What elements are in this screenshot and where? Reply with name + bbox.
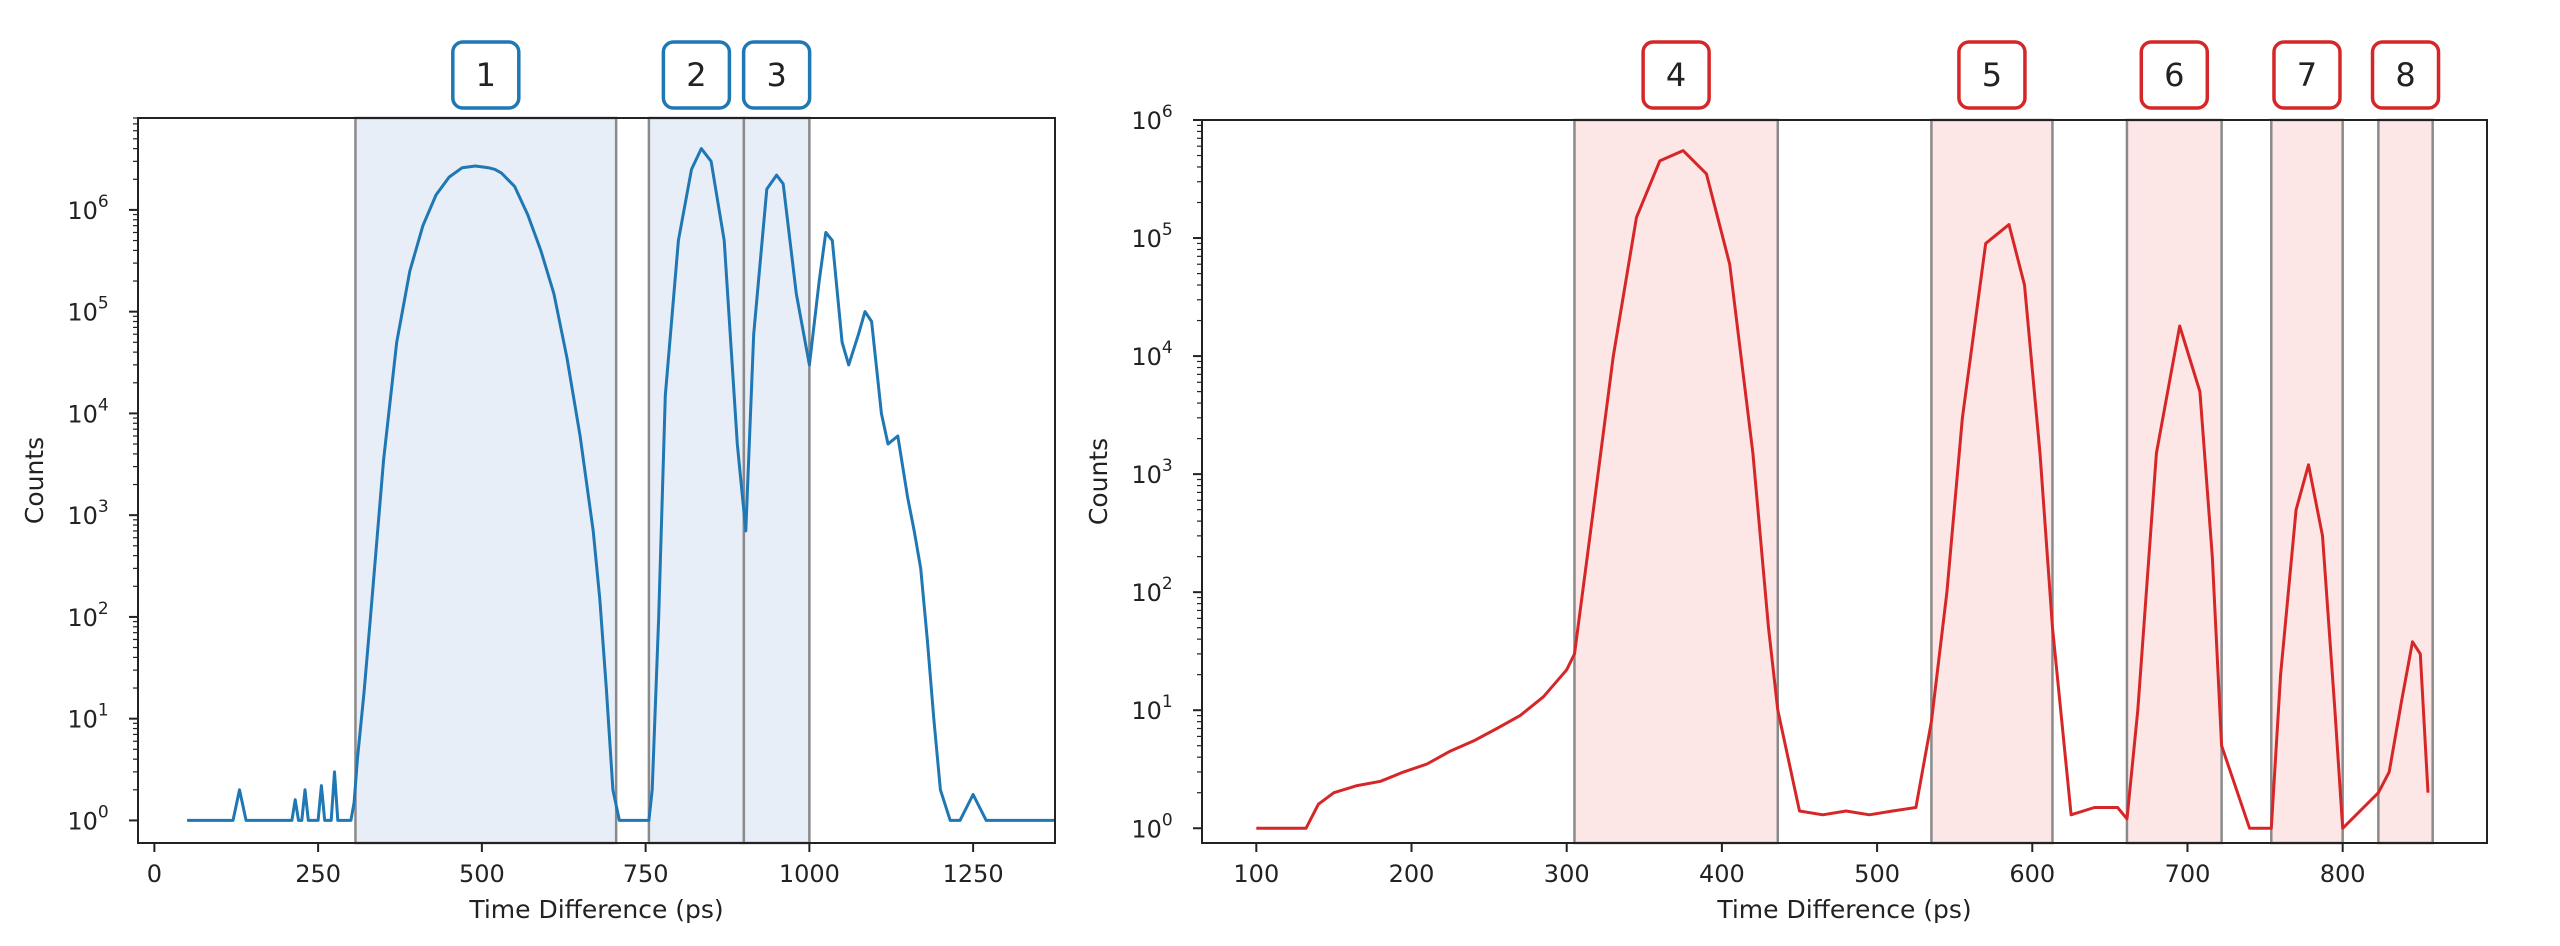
y-tick-label: 101 [67, 701, 108, 734]
region-label-text: 6 [2164, 56, 2184, 94]
region-label-7: 7 [2272, 40, 2342, 110]
region-label-text: 8 [2395, 56, 2415, 94]
region-label-text: 2 [686, 56, 706, 94]
x-tick-label: 750 [623, 860, 669, 888]
region-label-1: 1 [451, 40, 521, 110]
y-tick-label: 100 [1131, 810, 1172, 843]
y-tick-label: 104 [67, 395, 108, 428]
shaded-region-4 [1573, 118, 1780, 845]
region-label-text: 7 [2297, 56, 2317, 94]
region-label-text: 5 [1982, 56, 2002, 94]
x-tick-label: 0 [147, 860, 162, 888]
y-tick-label: 105 [67, 294, 108, 327]
x-axis-title: Time Difference (ps) [468, 895, 723, 924]
y-tick-label: 103 [67, 497, 108, 530]
y-tick-label: 103 [1131, 456, 1172, 489]
region-label-8: 8 [2370, 40, 2441, 110]
x-tick-label: 100 [1233, 860, 1279, 888]
chart-panel-1: 0 250 500 750 1000 1250 100 101 102 103 104 105 106 T… [20, 40, 1056, 924]
series-line [187, 147, 1055, 822]
shaded-region-2 [647, 116, 746, 845]
chart-panel-2: 100 200 300 400 500 600 700 800 100 101 102 103 104 1… [1084, 40, 2488, 924]
y-axis-title: Counts [1084, 438, 1113, 525]
shaded-region-3 [742, 116, 811, 845]
y-axis-title: Counts [20, 437, 49, 524]
x-tick-label: 300 [1544, 860, 1590, 888]
x-tick-label: 400 [1699, 860, 1745, 888]
region-label-4: 4 [1641, 40, 1711, 110]
y-tick-label: 102 [67, 599, 108, 632]
y-tick-label: 105 [1131, 220, 1172, 253]
x-tick-label: 600 [2009, 860, 2055, 888]
x-tick-label: 1250 [943, 860, 1004, 888]
plot-frame [1201, 119, 2488, 844]
x-tick-label: 250 [295, 860, 341, 888]
series-line [1256, 149, 2430, 830]
y-tick-label: 100 [67, 802, 108, 835]
y-tick-label: 102 [1131, 574, 1172, 607]
shaded-region-7 [2270, 118, 2344, 845]
region-label-2: 2 [661, 40, 732, 110]
region-label-3: 3 [741, 40, 812, 110]
region-label-5: 5 [1957, 40, 2027, 110]
region-label-text: 4 [1666, 56, 1686, 94]
shaded-region-1 [354, 116, 618, 845]
x-tick-label: 1000 [779, 860, 840, 888]
x-tick-label: 500 [459, 860, 505, 888]
x-tick-label: 700 [2165, 860, 2211, 888]
x-tick-label: 800 [2320, 860, 2366, 888]
plot-frame [137, 117, 1056, 844]
x-axis-title: Time Difference (ps) [1716, 895, 1971, 924]
region-label-text: 3 [766, 56, 786, 94]
y-tick-label: 104 [1131, 338, 1172, 371]
y-tick-label: 101 [1131, 692, 1172, 725]
y-tick-label: 106 [1131, 102, 1172, 135]
y-tick-label: 106 [67, 192, 108, 225]
x-tick-label: 500 [1854, 860, 1900, 888]
region-label-6: 6 [2139, 40, 2210, 110]
region-label-text: 1 [476, 56, 496, 94]
x-tick-label: 200 [1389, 860, 1435, 888]
shaded-region-5 [1930, 118, 2054, 845]
